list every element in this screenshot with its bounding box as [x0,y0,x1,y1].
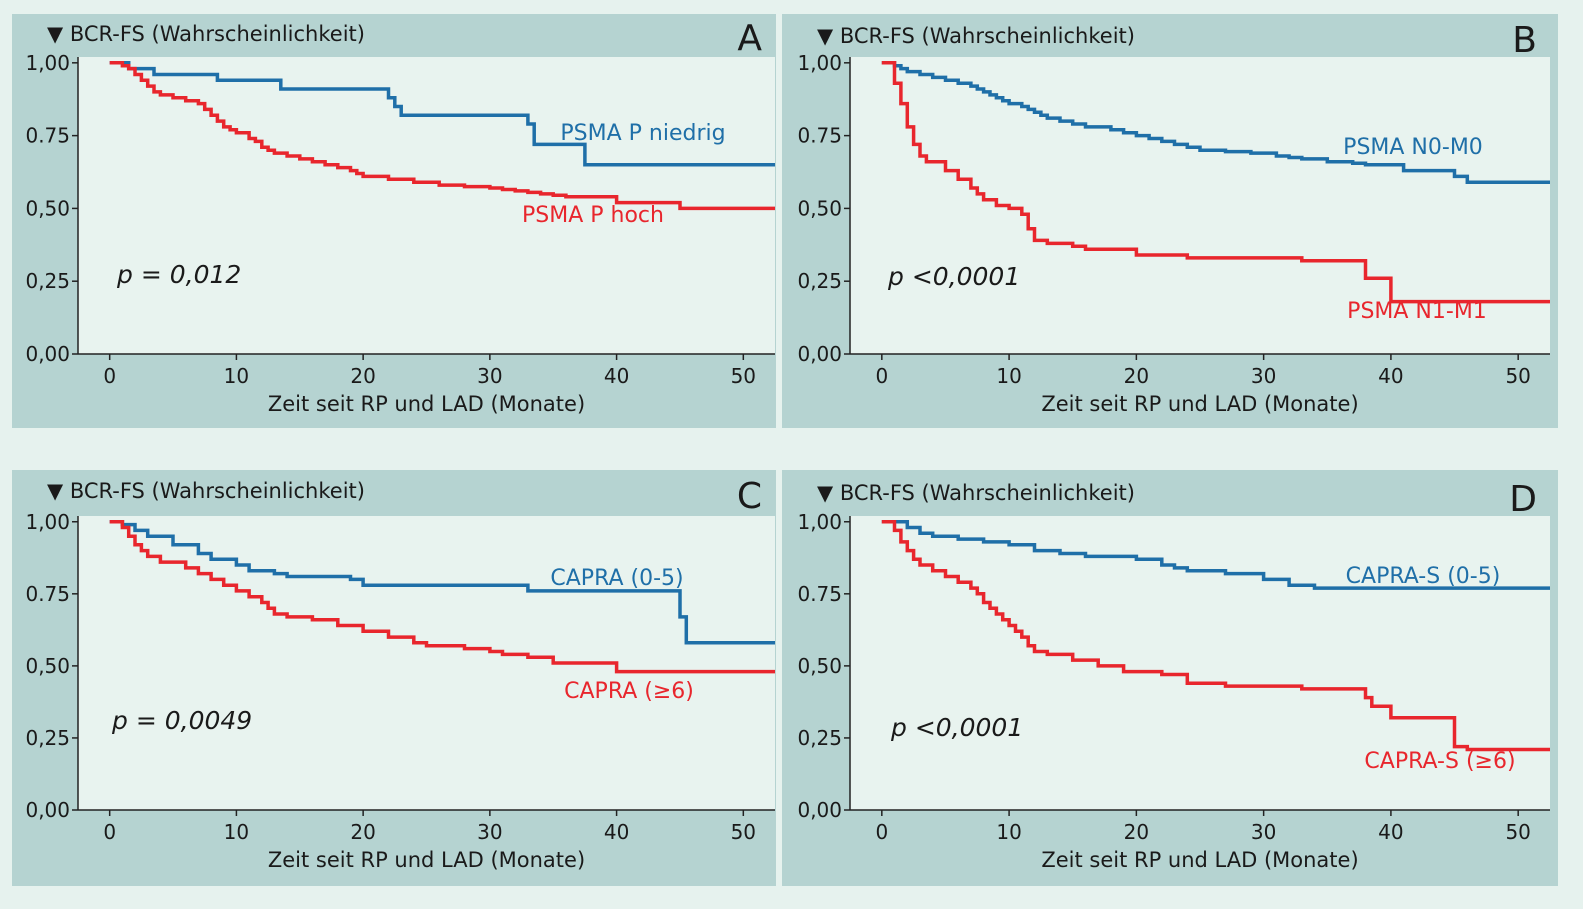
x-tick-label: 30 [1251,364,1276,388]
series-line-red [881,520,1550,752]
x-tick-label: 40 [604,364,629,388]
y-tick-label: 0,25 [797,726,842,750]
x-tick-label: 0 [875,364,888,388]
x-tick-label: 0 [875,820,888,844]
x-tick-label: 0 [103,820,116,844]
p-value: p = 0,0049 [111,706,252,735]
y-tick-label: 0,00 [797,798,842,822]
y-tick-label: 1,00 [797,510,842,534]
series-line-red [109,61,775,211]
plot-area [850,516,1550,810]
panel-letter: D [1509,479,1537,520]
y-tick-label: 1,00 [25,510,70,534]
y-tick-label: 0,50 [25,196,70,220]
x-axis-title: Zeit seit RP und LAD (Monate) [1041,848,1358,872]
panel-b: 0,00 0,25 0,50 0.75 1,00 0 10 20 30 40 50 PSMA N0-M… [782,14,1558,428]
y-tick-label: 0,25 [25,269,70,293]
series-label: CAPRA-S (0-5) [1346,564,1501,589]
series-label: CAPRA-S (≥6) [1364,749,1515,774]
x-tick-label: 30 [477,820,502,844]
series-line-red [109,520,775,674]
p-value: p <0,0001 [887,262,1020,291]
x-axis-title: Zeit seit RP und LAD (Monate) [268,848,585,872]
y-tick-label: 0.75 [25,124,70,148]
panel-a: 0,00 0,25 0,50 0.75 1,00 0 10 20 30 40 50 PSMA P ni… [12,14,776,428]
y-axis-title: ▼ BCR-FS (Wahrscheinlichkeit) [817,24,1135,48]
y-axis-title: ▼ BCR-FS (Wahrscheinlichkeit) [817,481,1135,505]
x-tick-label: 40 [1378,820,1403,844]
x-tick-label: 20 [350,820,375,844]
x-tick-label: 10 [996,820,1021,844]
x-tick-label: 30 [477,364,502,388]
series-line-blue [881,520,1550,590]
y-tick-label: 0,25 [25,726,70,750]
x-tick-label: 40 [1378,364,1403,388]
x-tick-label: 50 [1505,364,1530,388]
y-tick-label: 1,00 [25,51,70,75]
series-line-blue [109,61,775,167]
series-label: CAPRA (≥6) [564,679,694,704]
y-tick-label: 0.75 [797,124,842,148]
x-axis-title: Zeit seit RP und LAD (Monate) [268,392,585,416]
x-tick-label: 0 [103,364,116,388]
series-line-red [881,61,1550,304]
y-axis-title: ▼ BCR-FS (Wahrscheinlichkeit) [47,22,365,46]
series-line-blue [881,61,1550,184]
panel-letter: B [1512,20,1537,61]
series-label: PSMA N0-M0 [1343,135,1483,160]
y-axis-title: ▼ BCR-FS (Wahrscheinlichkeit) [47,479,365,503]
p-value: p <0,0001 [890,713,1023,742]
x-tick-label: 10 [224,364,249,388]
panel-letter: A [737,18,762,59]
y-tick-label: 0.75 [25,582,70,606]
plot-area [78,516,775,810]
x-tick-label: 50 [1505,820,1530,844]
y-tick-label: 0,50 [797,654,842,678]
panel-letter: C [737,476,762,517]
panel-c: 0,00 0,25 0,50 0.75 1,00 0 10 20 30 40 50 CAPRA (0-… [12,470,776,886]
panel-d: 0,00 0,25 0,50 0.75 1,00 0 10 20 30 40 50 CAPRA-S (… [782,470,1558,886]
x-tick-label: 40 [604,820,629,844]
series-label: PSMA P niedrig [560,121,725,146]
series-label: PSMA N1-M1 [1347,299,1487,324]
y-tick-label: 0.75 [797,582,842,606]
x-tick-label: 20 [1124,820,1149,844]
plot-area [78,57,775,354]
p-value: p = 0,012 [116,260,241,289]
plot-area [850,57,1550,354]
series-label: CAPRA (0-5) [550,566,683,591]
y-tick-label: 1,00 [797,51,842,75]
series-line-blue [109,520,775,645]
y-tick-label: 0,50 [25,654,70,678]
x-tick-label: 20 [350,364,375,388]
y-tick-label: 0,50 [797,196,842,220]
x-tick-label: 50 [731,820,756,844]
y-tick-label: 0,00 [25,798,70,822]
x-tick-label: 10 [224,820,249,844]
x-axis-title: Zeit seit RP und LAD (Monate) [1041,392,1358,416]
x-tick-label: 10 [996,364,1021,388]
x-tick-label: 20 [1124,364,1149,388]
y-tick-label: 0,00 [25,342,70,366]
x-tick-label: 50 [731,364,756,388]
x-tick-label: 30 [1251,820,1276,844]
y-tick-label: 0,00 [797,342,842,366]
y-tick-label: 0,25 [797,269,842,293]
series-label: PSMA P hoch [522,203,664,228]
